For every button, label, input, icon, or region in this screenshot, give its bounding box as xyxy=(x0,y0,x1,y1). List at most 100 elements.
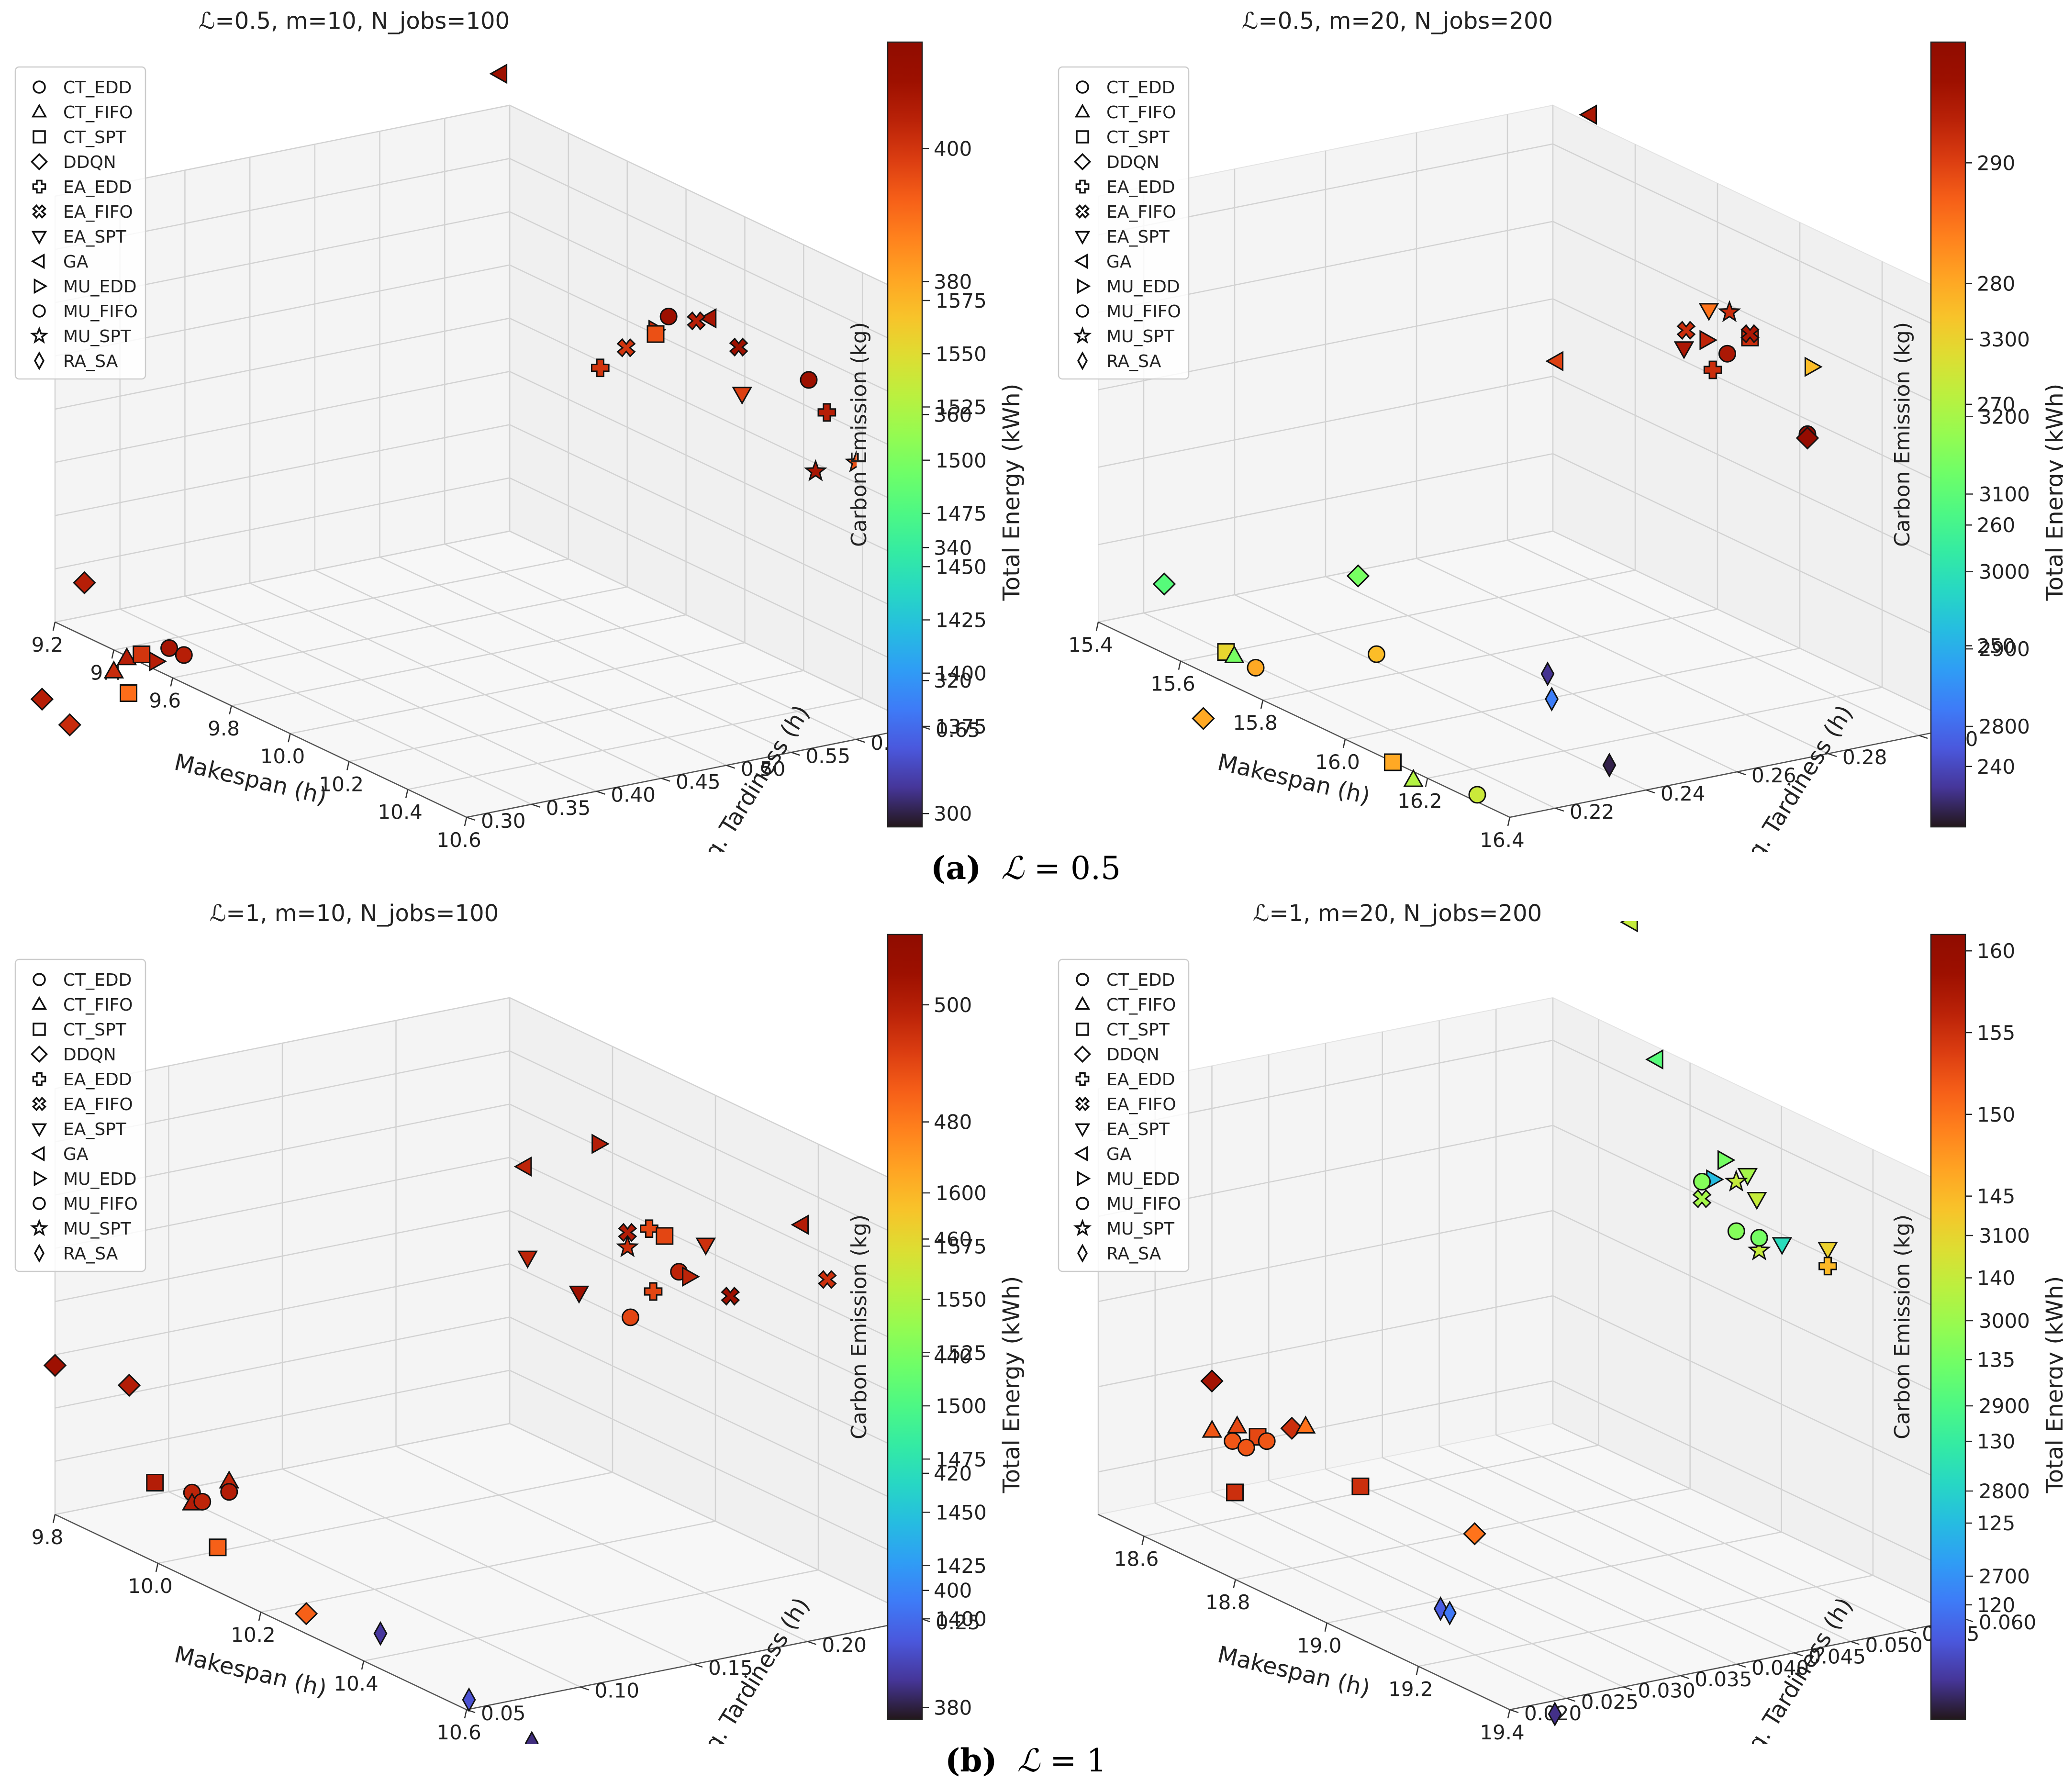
p0-legend xyxy=(14,66,146,380)
caption-a-symbol: ℒ xyxy=(1001,850,1024,887)
p0-gridline xyxy=(55,530,510,623)
p2-legend-label-mu-edd: MU_EDD xyxy=(63,1169,137,1189)
p3-gridline xyxy=(1552,1210,1965,1407)
p1-gridline xyxy=(1325,576,1738,773)
p2-legend-marker-mu-edd xyxy=(33,1170,48,1187)
p1-gridline xyxy=(1552,221,1965,417)
p2-colorbar-label: Carbon Emission (kg) xyxy=(847,1214,871,1439)
p1-point-ct-fifo xyxy=(1403,768,1424,787)
p1-x-tick-label: 16.2 xyxy=(1397,789,1442,813)
p3-legend-label-ddqn: DDQN xyxy=(1106,1045,1160,1065)
p3-point-ea-edd xyxy=(1818,1257,1837,1276)
p2-legend-marker-ra-sa xyxy=(33,1244,45,1263)
p0-point-ct-spt xyxy=(647,325,665,343)
p2-point-ddqn xyxy=(117,1373,141,1397)
p0-colorbar-tick-label: 380 xyxy=(934,270,972,293)
p3-x-tick-label: 18.8 xyxy=(1205,1591,1250,1614)
p0-gridline xyxy=(55,317,510,410)
p1-legend-marker-ea-fifo xyxy=(1075,204,1090,219)
p0-y-tick-label: 0.30 xyxy=(481,809,526,833)
p0-gridline xyxy=(55,477,510,569)
p1-points xyxy=(1152,104,1823,804)
p1-gridline xyxy=(1552,298,1965,495)
p2-x-tick xyxy=(361,1660,365,1670)
p0-colorbar-tick-label: 300 xyxy=(934,802,972,825)
p1-z-axis-label: Total Energy (kWh) xyxy=(2041,384,2063,601)
p0-point-mu-fifo xyxy=(800,371,818,389)
p0-gridline xyxy=(55,371,510,463)
p0-point-ea-edd xyxy=(817,403,836,422)
p0-y-axis xyxy=(466,725,922,818)
p1-colorbar-tick-label: 240 xyxy=(1977,755,2015,779)
p1-point-ea-spt xyxy=(1673,341,1695,359)
p3-legend-label-mu-edd: MU_EDD xyxy=(1106,1169,1180,1189)
p0-x-tick-label: 10.2 xyxy=(319,772,364,796)
p0-legend-label-ea-fifo: EA_FIFO xyxy=(63,202,133,222)
p0-x-tick-label: 10.4 xyxy=(378,801,423,824)
p2-point-ra-sa xyxy=(524,1730,539,1744)
p3-legend xyxy=(1058,958,1190,1272)
p3-colorbar-tick-label: 140 xyxy=(1977,1267,2015,1290)
p3-x-tick xyxy=(1507,1709,1511,1719)
p2-y-tick xyxy=(693,1663,703,1668)
p1-x-tick xyxy=(1095,622,1099,631)
p2-colorbar-tick-label: 380 xyxy=(934,1696,972,1720)
p1-x-tick-label: 16.0 xyxy=(1315,750,1360,774)
p3-legend-marker-ea-fifo xyxy=(1075,1096,1090,1112)
p2-point-mu-fifo xyxy=(622,1308,639,1326)
p1-y-tick-label: 0.26 xyxy=(1751,764,1796,787)
p0-z-tick-label: 1375 xyxy=(936,715,987,738)
p0-y-tick-label: 0.55 xyxy=(806,744,851,768)
p3-y-tick-label: 0.060 xyxy=(1979,1611,2036,1634)
p2-point-ea-edd xyxy=(644,1282,663,1301)
p2-point-ea-spt xyxy=(517,1250,538,1269)
p3-z-tick-label: 2900 xyxy=(1979,1394,2030,1418)
p1-legend-marker-mu-fifo xyxy=(1076,304,1089,318)
p0-point-mu-spt xyxy=(803,459,827,481)
p1-legend-marker-ea-edd xyxy=(1075,179,1090,194)
p3-gridline xyxy=(1098,1295,1553,1388)
p1-legend-marker-ddqn xyxy=(1073,153,1092,171)
p0-legend-marker-ct-edd xyxy=(33,80,46,94)
p0-y-tick xyxy=(726,765,736,769)
p3-legend-label-ct-fifo: CT_FIFO xyxy=(1106,995,1176,1015)
p1-point-ra-sa xyxy=(1545,686,1559,712)
p3-y-tick-label: 0.050 xyxy=(1865,1634,1923,1657)
p1-point-ea-fifo xyxy=(1676,321,1696,340)
p1-legend-label-ra-sa: RA_SA xyxy=(1106,352,1161,371)
p0-gridline xyxy=(509,424,922,621)
p1-point-ddqn xyxy=(1192,707,1215,730)
p0-legend-label-ea-spt: EA_SPT xyxy=(63,227,127,247)
p3-point-ea-spt xyxy=(1772,1237,1793,1256)
p1-legend-label-ddqn: DDQN xyxy=(1106,153,1160,172)
p3-legend-label-ct-edd: CT_EDD xyxy=(1106,970,1175,990)
p2-legend-label-ea-spt: EA_SPT xyxy=(63,1120,127,1139)
p3-legend-marker-ea-edd xyxy=(1075,1072,1090,1086)
p0-gridline xyxy=(509,317,922,514)
p1-y-tick-label: 0.24 xyxy=(1661,782,1706,805)
p1-gridline xyxy=(1098,530,1553,623)
p0-gridline xyxy=(444,544,857,740)
p0-point-ea-fifo xyxy=(687,311,706,331)
p1-colorbar-tick-label: 280 xyxy=(1977,272,2015,296)
p0-points xyxy=(30,63,857,737)
p2-legend-label-ct-edd: CT_EDD xyxy=(63,970,132,990)
p1-legend-label-ct-spt: CT_SPT xyxy=(1106,128,1170,147)
p0-gridline xyxy=(509,264,922,461)
p2-legend-label-mu-spt: MU_SPT xyxy=(63,1219,132,1239)
p3-gridline xyxy=(1552,1295,1965,1492)
p2-point-mu-fifo xyxy=(193,1492,212,1511)
p0-title: ℒ=0.5, m=10, N_jobs=100 xyxy=(199,8,510,34)
p0-colorbar xyxy=(887,41,923,828)
p3-point-ct-fifo xyxy=(1295,1415,1316,1434)
p0-legend-marker-ct-spt xyxy=(33,130,46,144)
p0-colorbar-label: Carbon Emission (kg) xyxy=(847,322,871,547)
p0-point-ct-edd xyxy=(160,639,178,657)
p0-gridline xyxy=(407,698,863,790)
p2-point-ea-spt xyxy=(569,1285,590,1304)
p3-x-tick xyxy=(1233,1579,1236,1589)
caption-b-value: = 1 xyxy=(1040,1742,1107,1779)
p3-legend-label-mu-spt: MU_SPT xyxy=(1106,1219,1175,1239)
p3-gridline xyxy=(1552,1380,1965,1577)
